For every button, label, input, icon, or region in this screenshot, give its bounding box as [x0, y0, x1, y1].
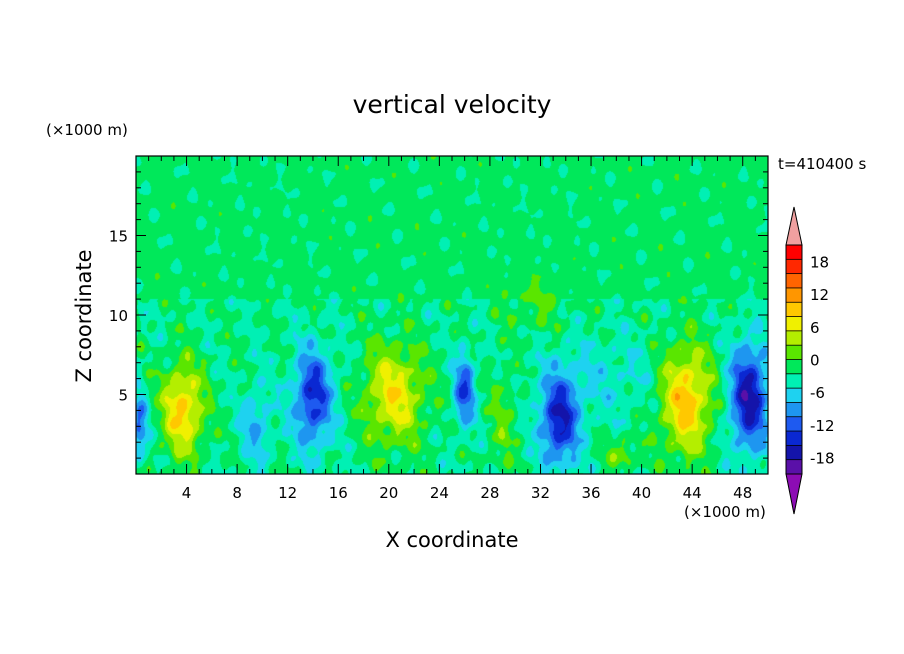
x-tick-label: 20	[379, 484, 398, 502]
plot-area	[136, 156, 768, 474]
x-tick-label: 28	[480, 484, 499, 502]
colorbar-band	[786, 388, 802, 403]
x-tick-label: 24	[430, 484, 449, 502]
colorbar-tick-label: 12	[810, 286, 829, 304]
colorbar-band	[786, 373, 802, 389]
colorbar-upper-extension	[785, 206, 803, 246]
colorbar-band	[786, 259, 802, 274]
x-tick-label: 48	[733, 484, 752, 502]
y-axis-label: Z coordinate	[72, 249, 96, 382]
x-tick-label: 16	[329, 484, 348, 502]
x-axis-ticks: 4 8 12 16 20 24 28 32 36 40 44 48	[148, 156, 756, 502]
colorbar-tick-label: -12	[810, 417, 835, 435]
y-tick-label: 5	[118, 387, 128, 405]
y-tick-label: 15	[109, 228, 128, 246]
colorbar-band	[786, 287, 802, 303]
x-axis-label: X coordinate	[385, 528, 518, 552]
colorbar-band	[786, 402, 802, 418]
colorbar-tick-label: 18	[810, 253, 829, 271]
colorbar-tick-label: -18	[810, 450, 835, 468]
contour-field	[136, 156, 768, 474]
colorbar-band	[786, 330, 802, 346]
colorbar-tick-label: 0	[810, 352, 820, 370]
x-tick-label: 4	[182, 484, 192, 502]
colorbar-band	[786, 316, 802, 332]
colorbar-band	[786, 345, 802, 360]
x-tick-label: 36	[581, 484, 600, 502]
x-tick-label: 32	[531, 484, 550, 502]
colorbar-band	[786, 459, 802, 475]
colorbar-band	[786, 431, 802, 446]
x-axis-unit: (×1000 m)	[684, 503, 766, 521]
y-axis-ticks: 5 10 15	[109, 171, 768, 459]
y-axis-unit: (×1000 m)	[46, 121, 128, 139]
x-tick-label: 12	[278, 484, 297, 502]
colorbar-tick-label: -6	[810, 384, 825, 402]
colorbar-lower-extension	[785, 473, 803, 515]
colorbar-band	[786, 359, 802, 375]
colorbar-band	[786, 245, 802, 260]
colorbar-band	[786, 302, 802, 317]
x-tick-label: 8	[232, 484, 242, 502]
colorbar: 18 12 6 0 -6 -12 -18	[785, 206, 835, 515]
chart-title: vertical velocity	[353, 90, 552, 119]
y-tick-label: 10	[109, 307, 128, 325]
colorbar-band	[786, 445, 802, 460]
colorbar-band	[786, 273, 802, 289]
colorbar-tick-label: 6	[810, 319, 820, 337]
x-tick-label: 40	[632, 484, 651, 502]
time-label: t=410400 s	[778, 155, 866, 173]
colorbar-band	[786, 416, 802, 432]
x-tick-label: 44	[683, 484, 702, 502]
